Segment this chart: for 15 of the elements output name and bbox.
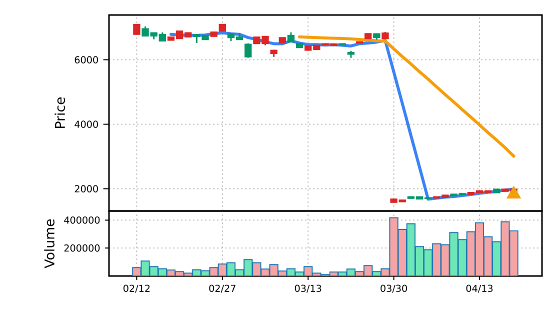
y-tick-label: 4000 (74, 120, 98, 128)
y-tick-label: 2000 (74, 185, 98, 192)
y-axis-title: Price (54, 97, 66, 128)
x-tick-label: 02/12 (124, 284, 150, 293)
y-axis-title: Volume (44, 219, 54, 268)
candlestick (133, 23, 140, 36)
candlestick (287, 32, 295, 43)
x-tick-label: 03/13 (294, 284, 322, 293)
y-tick-label: 400000 (64, 216, 100, 224)
x-tick-label: 04/13 (466, 284, 493, 293)
x-tick-label: 03/30 (380, 284, 407, 293)
y-tick-label: 200000 (64, 244, 100, 252)
candlestick (244, 42, 252, 59)
x-tick-label: 02/27 (209, 284, 236, 293)
y-tick-label: 6000 (74, 56, 98, 64)
